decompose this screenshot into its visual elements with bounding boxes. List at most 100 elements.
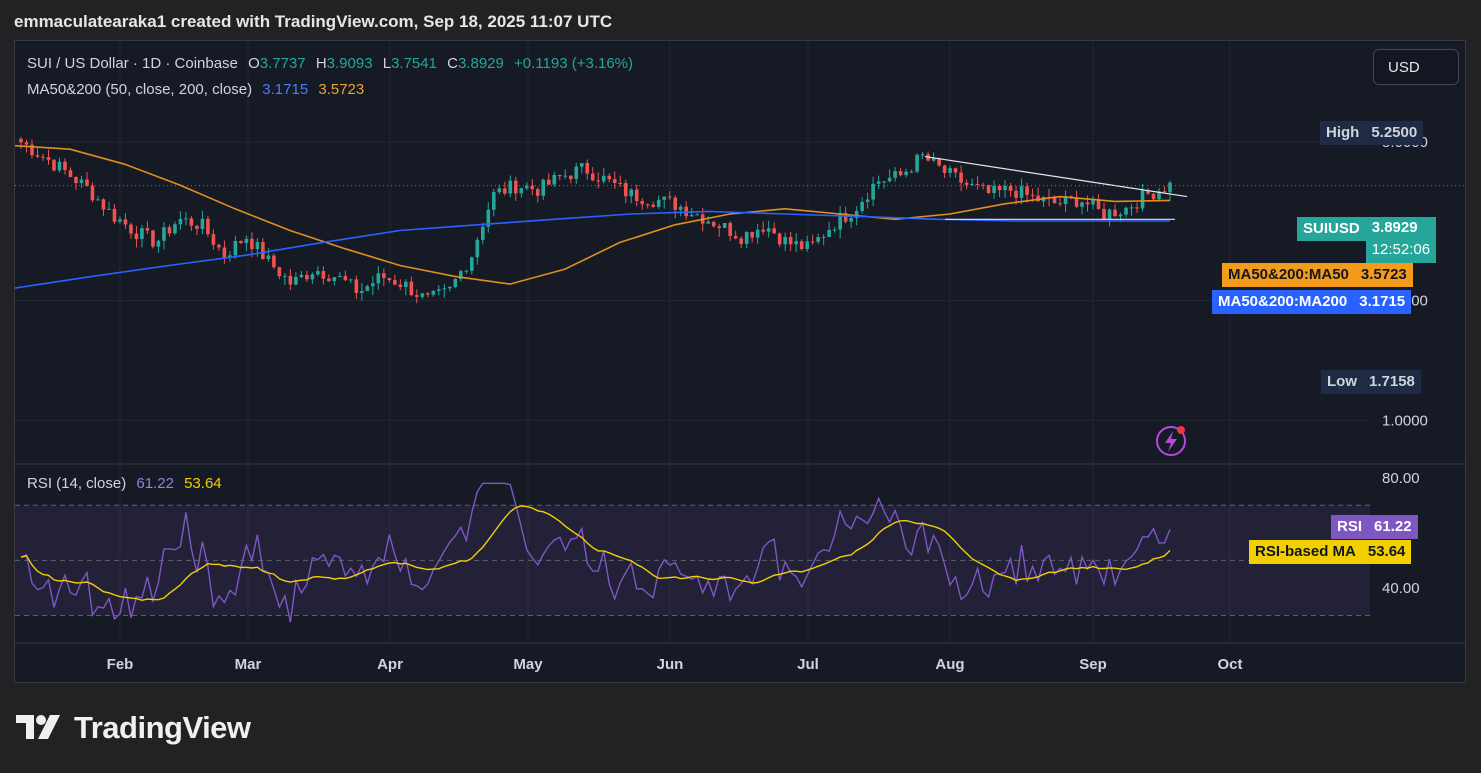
candle-body <box>629 189 634 197</box>
candle-body <box>239 241 243 244</box>
candle-body <box>393 280 397 285</box>
candle-body <box>321 271 326 279</box>
open-value: O3.7737 <box>248 55 306 72</box>
candle-body <box>134 233 139 240</box>
candle-body <box>250 238 254 250</box>
candle-body <box>541 179 546 196</box>
candle-body <box>1025 186 1029 195</box>
candle-body <box>1091 200 1095 205</box>
candle-body <box>1113 209 1117 217</box>
candle-body <box>129 224 133 234</box>
candle-body <box>371 283 375 287</box>
descending-trendline <box>924 155 1188 198</box>
rsi-title: RSI (14, close) <box>27 475 127 492</box>
candle-body <box>755 229 760 238</box>
candle-body <box>860 201 864 212</box>
candle-body <box>640 201 645 205</box>
candle-body <box>689 215 694 217</box>
candle-body <box>1008 186 1013 191</box>
time-axis-label: May <box>513 656 543 673</box>
candle-body <box>162 227 166 241</box>
candle-body <box>942 165 947 173</box>
candle-body <box>596 180 601 182</box>
candle-body <box>151 230 155 247</box>
candle-body <box>975 183 980 185</box>
candle-body <box>882 181 886 183</box>
candle-body <box>1151 193 1156 200</box>
candle-body <box>1135 207 1139 209</box>
candle-body <box>1157 191 1161 200</box>
time-axis-label: Aug <box>935 656 964 673</box>
candle-body <box>480 226 485 240</box>
candle-body <box>409 281 414 296</box>
candle-body <box>579 163 584 167</box>
candle-body <box>744 231 749 244</box>
candle-body <box>101 199 106 210</box>
candle-body <box>904 171 908 176</box>
candle-body <box>651 204 656 207</box>
chart-canvas[interactable]: 5.00002.00001.000080.0040.00FebMarAprMay… <box>15 41 1465 682</box>
candle-body <box>816 237 820 242</box>
candle-body <box>1168 182 1172 193</box>
currency-button[interactable]: USD <box>1373 49 1459 85</box>
candle-body <box>426 293 430 295</box>
candle-body <box>805 241 809 250</box>
candle-body <box>1052 197 1057 204</box>
candle-body <box>992 185 996 194</box>
candle-body <box>662 196 667 200</box>
candle-body <box>1074 197 1079 207</box>
candle-body <box>909 171 914 173</box>
candle-body <box>85 179 89 186</box>
candle-body <box>1080 202 1084 207</box>
candle-body <box>667 196 672 198</box>
candle-body <box>200 218 205 229</box>
chart-frame[interactable]: 5.00002.00001.000080.0040.00FebMarAprMay… <box>14 40 1466 683</box>
candle-body <box>502 188 507 194</box>
alert-icon-ring <box>1156 426 1186 456</box>
candle-body <box>563 175 568 177</box>
high-tag: High 5.2500 <box>1320 121 1424 145</box>
candle-body <box>365 286 370 291</box>
candle-body <box>1014 190 1018 198</box>
candle-body <box>475 239 480 258</box>
candle-body <box>1102 208 1106 220</box>
candle-body <box>79 179 84 184</box>
candle-body <box>112 208 117 222</box>
candle-body <box>849 218 853 222</box>
candle-body <box>68 170 73 177</box>
candle-body <box>19 138 23 143</box>
candle-body <box>145 228 150 231</box>
candle-body <box>415 295 419 297</box>
candle-body <box>1085 202 1090 205</box>
candle-body <box>733 235 738 239</box>
candle-body <box>788 236 793 245</box>
candle-body <box>695 214 700 216</box>
candle-body <box>222 247 227 258</box>
candle-body <box>964 182 969 185</box>
candle-body <box>294 276 298 285</box>
ma-value-1: 3.1715 <box>262 81 309 98</box>
tradingview-logo[interactable]: TradingView <box>16 710 251 746</box>
symbol-title: SUI / US Dollar · 1D · Coinbase <box>27 55 238 72</box>
candle-body <box>948 168 952 173</box>
candle-body <box>519 188 524 194</box>
last-price-tag: SUIUSD 3.8929 12:52:06 <box>1297 217 1437 263</box>
candles <box>19 136 1172 304</box>
candle-body <box>338 275 342 278</box>
candle-body <box>387 277 392 281</box>
candle-body <box>508 180 513 194</box>
candle-body <box>255 242 260 250</box>
candle-body <box>893 171 897 178</box>
candle-body <box>63 161 67 171</box>
candle-body <box>585 163 590 174</box>
candle-body <box>1162 191 1167 193</box>
candle-body <box>46 157 51 160</box>
candle-body <box>645 204 650 206</box>
candle-body <box>821 236 826 238</box>
candle-body <box>711 221 716 227</box>
candle-body <box>766 228 771 232</box>
candle-body <box>843 213 848 222</box>
candle-body <box>24 142 29 145</box>
candle-body <box>931 158 936 161</box>
candle-body <box>343 275 348 281</box>
